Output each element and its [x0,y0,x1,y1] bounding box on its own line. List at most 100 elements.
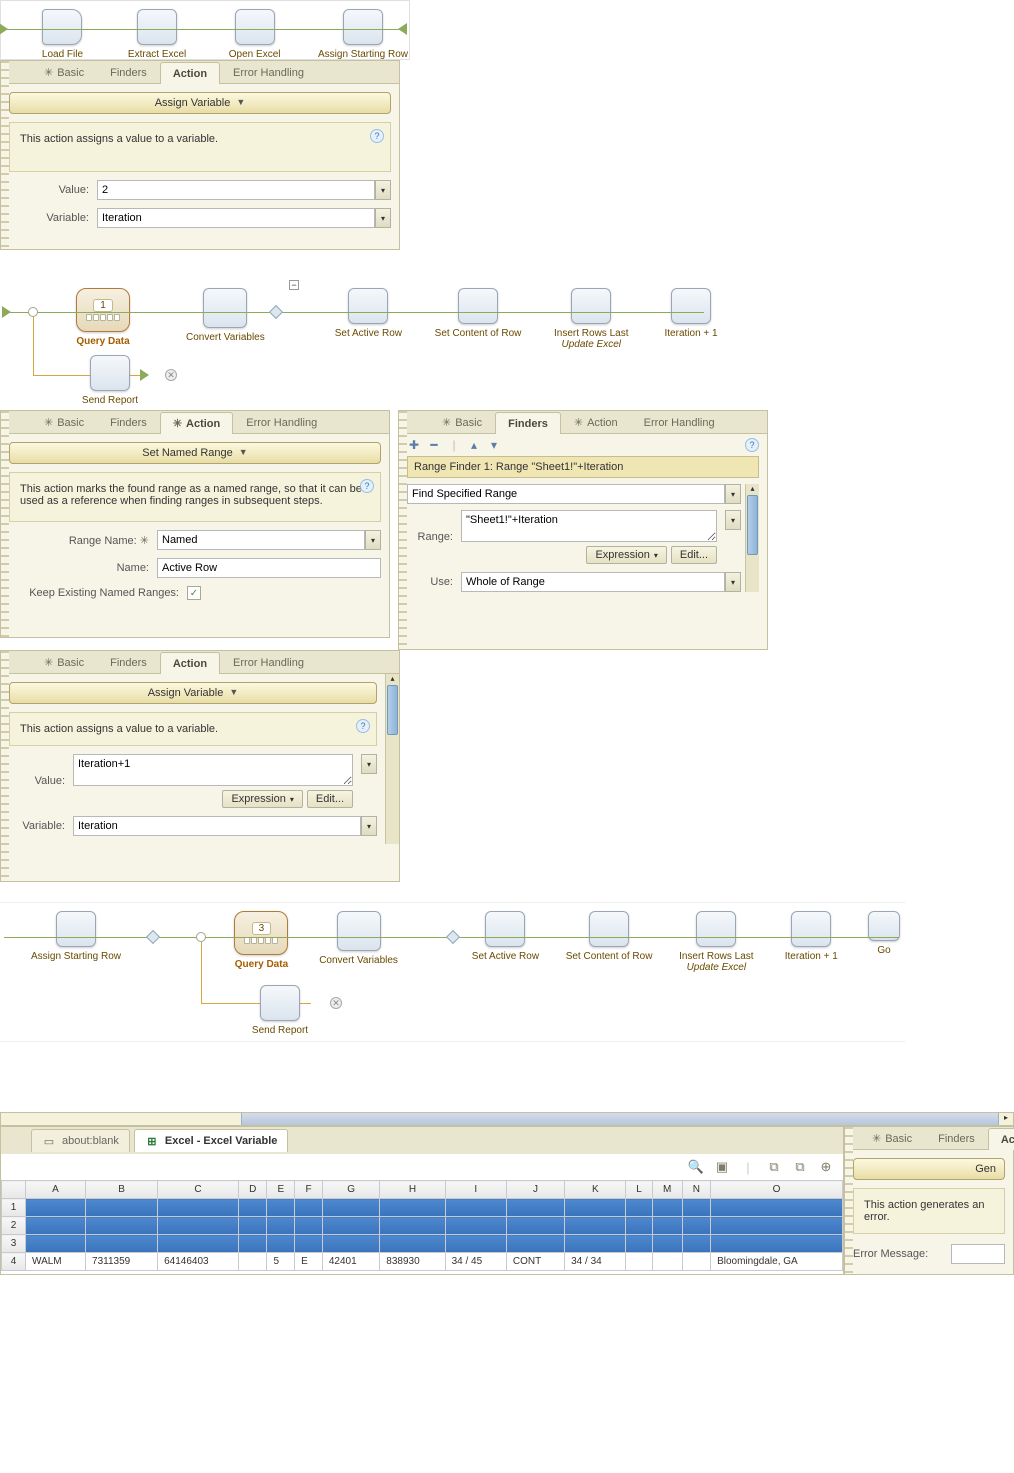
view2-icon[interactable]: ⧉ [765,1158,783,1176]
name-input[interactable] [157,558,381,578]
action-select-button[interactable]: Assign Variable▼ [9,92,391,114]
tab-basic[interactable]: ✳Basic [429,411,495,433]
tab-finders[interactable]: Finders [97,61,160,83]
zoom-icon[interactable]: 🔍 [687,1158,705,1176]
tab-error[interactable]: Error Handling [220,61,317,83]
col-header[interactable]: L [626,1181,652,1199]
variable-input[interactable] [73,816,361,836]
col-header[interactable]: B [86,1181,158,1199]
value-dropdown-button[interactable]: ▾ [375,180,391,200]
step-send-report[interactable]: Send Report [240,985,320,1036]
action-select-button[interactable]: Assign Variable▼ [9,682,377,704]
help-icon[interactable]: ? [360,479,374,493]
error-message-input[interactable] [951,1244,1005,1264]
col-header[interactable]: O [711,1181,843,1199]
variable-dropdown-button[interactable]: ▾ [361,816,377,836]
table-row[interactable]: 2 [2,1217,843,1235]
step-iteration-plus[interactable]: Iteration + 1 [665,288,718,339]
col-header[interactable]: E [267,1181,295,1199]
tab-finders[interactable]: Finders [925,1127,988,1149]
value-input[interactable] [97,180,375,200]
step-convert-variables[interactable]: Convert Variables [186,288,265,343]
col-header[interactable]: F [295,1181,323,1199]
table-row[interactable]: 1 [2,1199,843,1217]
step-set-content-row[interactable]: Set Content of Row [438,288,518,339]
table-row[interactable]: 4WALM7311359641464035E4240183893034 / 45… [2,1253,843,1271]
find-mode-input[interactable] [407,484,725,504]
chevron-down-icon: ▼ [239,447,248,459]
find-mode-dropdown-button[interactable]: ▾ [725,484,741,504]
col-header[interactable]: H [380,1181,445,1199]
edit-button[interactable]: Edit... [307,790,353,808]
tab-basic[interactable]: ✳Basic [31,411,97,433]
scrollbar[interactable]: ▴ [745,484,759,592]
tab-finders[interactable]: Finders [97,651,160,673]
range-dropdown-button[interactable]: ▾ [725,510,741,530]
variable-input[interactable] [97,208,375,228]
expression-button[interactable]: Expression▾ [222,790,302,808]
help-icon[interactable]: ? [356,719,370,733]
range-name-input[interactable] [157,530,365,550]
remove-icon[interactable]: ━ [427,438,441,452]
col-header[interactable]: J [506,1181,564,1199]
action-select-button[interactable]: Gen [853,1158,1005,1180]
step-convert-variables[interactable]: Convert Variables [319,911,398,966]
col-header[interactable]: N [682,1181,710,1199]
use-dropdown-button[interactable]: ▾ [725,572,741,592]
keep-ranges-checkbox[interactable]: ✓ [187,586,201,600]
tab-action[interactable]: ✳Action [160,412,233,434]
tab-error[interactable]: Error Handling [631,411,728,433]
expression-button[interactable]: Expression▾ [586,546,666,564]
step-query-data[interactable]: 3Query Data [234,911,289,970]
tab-error[interactable]: Error Handling [220,651,317,673]
help-icon[interactable]: ? [745,438,759,452]
move-down-icon[interactable]: ▾ [487,438,501,452]
tab-basic[interactable]: ✳Basic [31,61,97,83]
col-header[interactable]: G [322,1181,379,1199]
use-input[interactable] [461,572,725,592]
col-header[interactable]: C [158,1181,239,1199]
col-header[interactable] [2,1181,26,1199]
tab-basic[interactable]: ✳Basic [859,1127,925,1149]
step-query-data[interactable]: 1 Query Data [76,288,130,347]
value-expr-input[interactable]: Iteration+1 [73,754,353,786]
tab-about-blank[interactable]: ▭about:blank [31,1129,130,1152]
range-expr-input[interactable]: "Sheet1!"+Iteration [461,510,717,542]
step-set-active-row[interactable]: Set Active Row [335,288,402,339]
spreadsheet-table[interactable]: ABCDEFGHIJKLMNO 1 2 3 4WALM7311359641464… [1,1180,843,1271]
action-select-button[interactable]: Set Named Range▼ [9,442,381,464]
table-row[interactable]: 3 [2,1235,843,1253]
col-header[interactable]: A [26,1181,86,1199]
col-header[interactable]: D [239,1181,267,1199]
view3-icon[interactable]: ⧉ [791,1158,809,1176]
step-go[interactable]: Go [869,911,899,956]
col-header[interactable]: K [565,1181,626,1199]
step-insert-rows-last[interactable]: Insert Rows LastUpdate Excel [554,288,628,350]
step-send-report[interactable]: Send Report [70,355,150,406]
col-header[interactable]: M [652,1181,682,1199]
col-header[interactable]: I [445,1181,506,1199]
tab-action[interactable]: Action [160,62,220,84]
view1-icon[interactable]: ▣ [713,1158,731,1176]
tab-excel-variable[interactable]: ⊞Excel - Excel Variable [134,1129,289,1152]
step-insert-rows-last[interactable]: Insert Rows LastUpdate Excel [679,911,753,973]
tab-action[interactable]: Ac [988,1128,1014,1150]
tab-action[interactable]: ✳Action [561,411,631,433]
range-name-dropdown-button[interactable]: ▾ [365,530,381,550]
scrollbar[interactable]: ▴ [385,674,399,844]
tab-error[interactable]: Error Handling [233,411,330,433]
move-up-icon[interactable]: ▴ [467,438,481,452]
variable-dropdown-button[interactable]: ▾ [375,208,391,228]
zoom-out-icon[interactable]: ⊕ [817,1158,835,1176]
edit-button[interactable]: Edit... [671,546,717,564]
tab-basic[interactable]: ✳Basic [31,651,97,673]
value-dropdown-button[interactable]: ▾ [361,754,377,774]
collapse-icon[interactable]: − [289,280,299,290]
tab-action[interactable]: Action [160,652,220,674]
add-icon[interactable]: ✚ [407,438,421,452]
tab-finders[interactable]: Finders [97,411,160,433]
hscrollbar-thumb[interactable] [241,1113,999,1125]
finder-banner[interactable]: Range Finder 1: Range "Sheet1!"+Iteratio… [407,456,759,478]
tab-finders[interactable]: Finders [495,412,561,434]
help-icon[interactable]: ? [370,129,384,143]
